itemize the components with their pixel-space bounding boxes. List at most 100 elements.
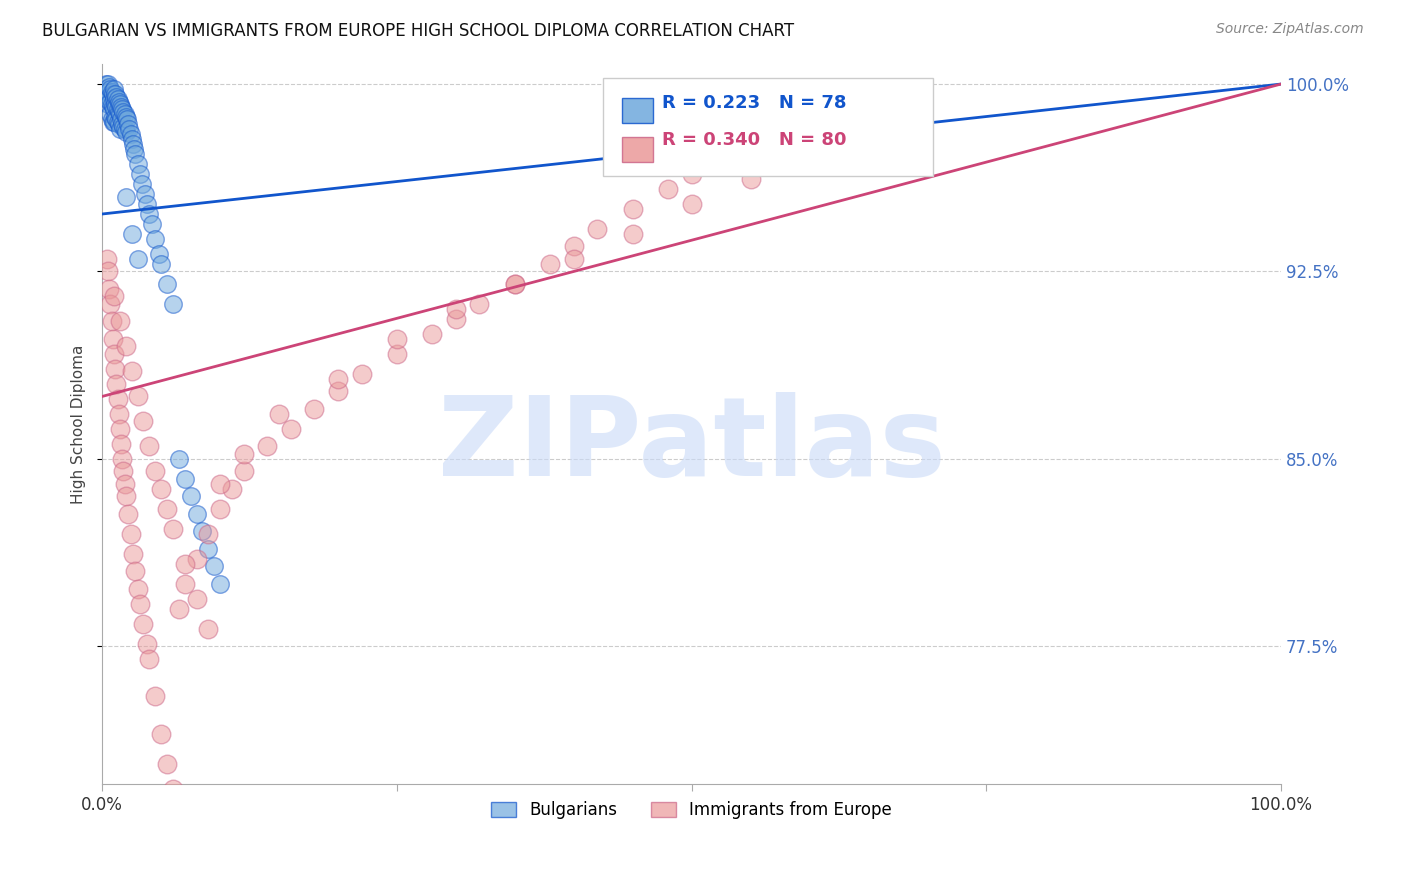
Point xyxy=(186,507,208,521)
Point xyxy=(120,526,142,541)
Point xyxy=(127,582,149,596)
Point xyxy=(114,189,136,203)
Point xyxy=(143,232,166,246)
Point xyxy=(107,392,129,406)
Text: Source: ZipAtlas.com: Source: ZipAtlas.com xyxy=(1216,22,1364,37)
Point xyxy=(280,422,302,436)
Point xyxy=(107,104,129,119)
FancyBboxPatch shape xyxy=(621,137,652,161)
Point xyxy=(103,114,125,128)
Point xyxy=(121,136,143,151)
Point xyxy=(132,414,155,428)
Point xyxy=(111,102,134,116)
Point xyxy=(444,312,467,326)
Point xyxy=(503,277,526,291)
Point xyxy=(101,87,124,101)
Point xyxy=(209,501,232,516)
Point xyxy=(117,117,139,131)
Point xyxy=(136,197,159,211)
Point xyxy=(96,252,118,266)
Point xyxy=(621,202,644,216)
Point xyxy=(98,282,121,296)
Point xyxy=(127,157,149,171)
Point xyxy=(121,132,143,146)
Point xyxy=(129,597,152,611)
Point xyxy=(100,85,122,99)
Point xyxy=(657,182,679,196)
Point xyxy=(209,476,232,491)
Legend: Bulgarians, Immigrants from Europe: Bulgarians, Immigrants from Europe xyxy=(485,795,898,826)
Point xyxy=(385,332,408,346)
Point xyxy=(143,464,166,478)
Point xyxy=(121,364,143,378)
Point xyxy=(107,117,129,131)
Point xyxy=(180,489,202,503)
Point xyxy=(107,92,129,106)
Point xyxy=(110,112,132,126)
Point xyxy=(138,207,160,221)
Point xyxy=(350,367,373,381)
Point xyxy=(716,152,738,166)
Point xyxy=(150,727,173,741)
Point xyxy=(103,347,125,361)
Point xyxy=(94,77,117,91)
Point xyxy=(197,622,219,636)
Point xyxy=(114,122,136,136)
Point xyxy=(104,110,127,124)
Point xyxy=(562,239,585,253)
Point xyxy=(127,252,149,266)
Point xyxy=(586,222,609,236)
Point xyxy=(108,314,131,328)
Point xyxy=(256,439,278,453)
Point xyxy=(127,389,149,403)
Point xyxy=(97,85,120,99)
Point xyxy=(96,85,118,99)
Point xyxy=(107,95,129,109)
Point xyxy=(562,252,585,266)
Point xyxy=(98,89,121,103)
Point xyxy=(112,120,135,134)
Point xyxy=(101,332,124,346)
Point xyxy=(129,167,152,181)
Point xyxy=(136,637,159,651)
Point xyxy=(191,524,214,539)
Point xyxy=(186,591,208,606)
Point xyxy=(97,77,120,91)
Point xyxy=(162,297,184,311)
Point xyxy=(304,401,326,416)
Point xyxy=(138,652,160,666)
Point xyxy=(100,107,122,121)
Point xyxy=(107,407,129,421)
Point xyxy=(101,114,124,128)
Point xyxy=(138,439,160,453)
Point xyxy=(108,107,131,121)
Point xyxy=(221,482,243,496)
Point xyxy=(420,326,443,341)
Point xyxy=(150,257,173,271)
Point xyxy=(100,82,122,96)
Point xyxy=(385,347,408,361)
Point xyxy=(107,114,129,128)
Point xyxy=(740,136,762,151)
Point xyxy=(124,147,146,161)
Text: ZIPatlas: ZIPatlas xyxy=(437,392,945,499)
Point xyxy=(150,482,173,496)
Point xyxy=(173,557,195,571)
Point xyxy=(232,447,254,461)
Point xyxy=(209,577,232,591)
Text: R = 0.223   N = 78: R = 0.223 N = 78 xyxy=(662,94,846,112)
Point xyxy=(132,616,155,631)
Point xyxy=(103,289,125,303)
Point xyxy=(114,476,136,491)
Point xyxy=(104,97,127,112)
Point xyxy=(681,197,703,211)
Point xyxy=(167,602,190,616)
Point xyxy=(100,314,122,328)
Point xyxy=(105,99,128,113)
Point xyxy=(112,464,135,478)
Point xyxy=(131,177,153,191)
Point xyxy=(114,110,136,124)
Point xyxy=(141,217,163,231)
Text: R = 0.340   N = 80: R = 0.340 N = 80 xyxy=(662,131,846,149)
Point xyxy=(202,559,225,574)
